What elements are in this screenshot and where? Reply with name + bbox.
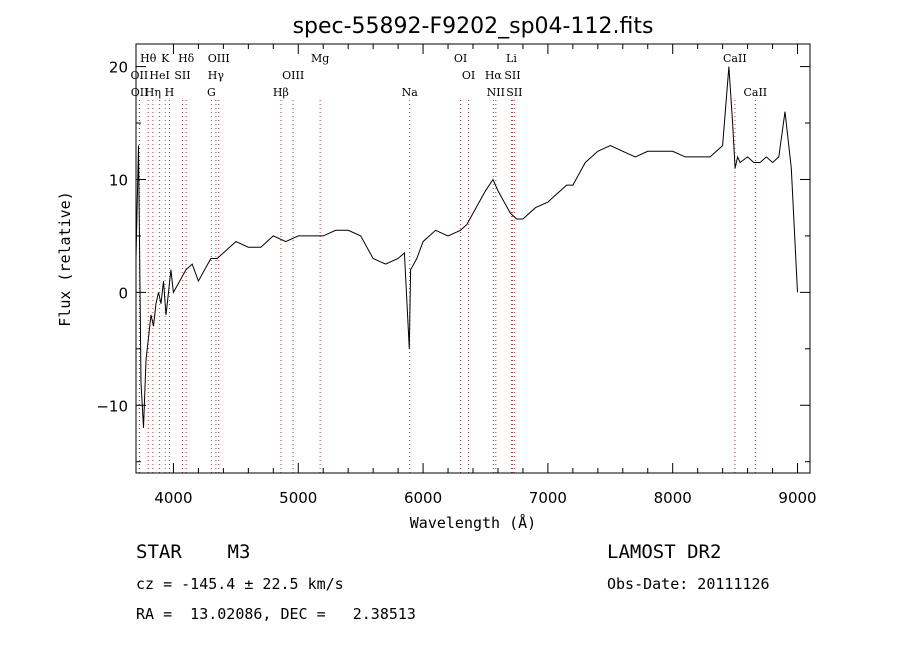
line-label: Hη bbox=[145, 86, 161, 99]
line-label: OII bbox=[131, 69, 149, 82]
plot-frame bbox=[135, 43, 811, 474]
x-tick-label: 5000 bbox=[279, 489, 317, 507]
line-label: SII bbox=[504, 69, 520, 82]
observation-date: Obs-Date: 20111126 bbox=[607, 575, 770, 593]
line-label: HeI bbox=[149, 69, 169, 82]
x-tick-label: 9000 bbox=[778, 489, 816, 507]
line-label: OII bbox=[131, 86, 149, 99]
line-label: Hγ bbox=[208, 69, 225, 82]
line-label: CaII bbox=[743, 86, 767, 99]
line-label: G bbox=[207, 86, 216, 99]
line-label: Hθ bbox=[140, 52, 157, 65]
x-tick-label: 7000 bbox=[529, 489, 567, 507]
line-label: OI bbox=[454, 52, 467, 65]
x-axis-ticks: 4000 5000 6000 7000 8000 9000 bbox=[154, 44, 817, 507]
line-label: Mg bbox=[311, 52, 329, 65]
y-axis-ticks: −10 0 10 20 bbox=[96, 59, 810, 463]
redshift-value: cz = -145.4 ± 22.5 km/s bbox=[136, 575, 344, 593]
line-label: H bbox=[165, 86, 175, 99]
line-label: SII bbox=[506, 86, 522, 99]
line-label: OI bbox=[462, 69, 475, 82]
chart-title: spec-55892-F9202_sp04-112.fits bbox=[293, 14, 654, 39]
line-label: CaII bbox=[723, 52, 747, 65]
x-tick-label: 4000 bbox=[154, 489, 192, 507]
line-label: Hδ bbox=[178, 52, 195, 65]
line-label: OIII bbox=[208, 52, 230, 65]
y-tick-label: 20 bbox=[109, 59, 128, 77]
line-label: SII bbox=[174, 69, 190, 82]
x-tick-label: 8000 bbox=[654, 489, 692, 507]
line-label: Na bbox=[402, 86, 419, 99]
x-axis-label: Wavelength (Å) bbox=[410, 513, 536, 532]
y-tick-label: −10 bbox=[96, 397, 128, 415]
y-tick-label: 10 bbox=[109, 171, 128, 189]
line-label: Hβ bbox=[273, 86, 289, 99]
y-tick-label: 0 bbox=[118, 284, 128, 302]
line-label: NII bbox=[487, 86, 505, 99]
survey-name: LAMOST DR2 bbox=[607, 541, 722, 563]
coordinates: RA = 13.02086, DEC = 2.38513 bbox=[136, 605, 416, 623]
object-class: STAR M3 bbox=[136, 541, 251, 563]
x-tick-label: 6000 bbox=[404, 489, 442, 507]
spectral-line-markers bbox=[138, 100, 756, 473]
line-label: Li bbox=[506, 52, 517, 65]
line-label: Hα bbox=[485, 69, 503, 82]
line-label: OIII bbox=[282, 69, 304, 82]
line-label: K bbox=[161, 52, 170, 65]
y-axis-label: Flux (relative) bbox=[56, 191, 74, 326]
spectrum-line bbox=[135, 66, 798, 428]
